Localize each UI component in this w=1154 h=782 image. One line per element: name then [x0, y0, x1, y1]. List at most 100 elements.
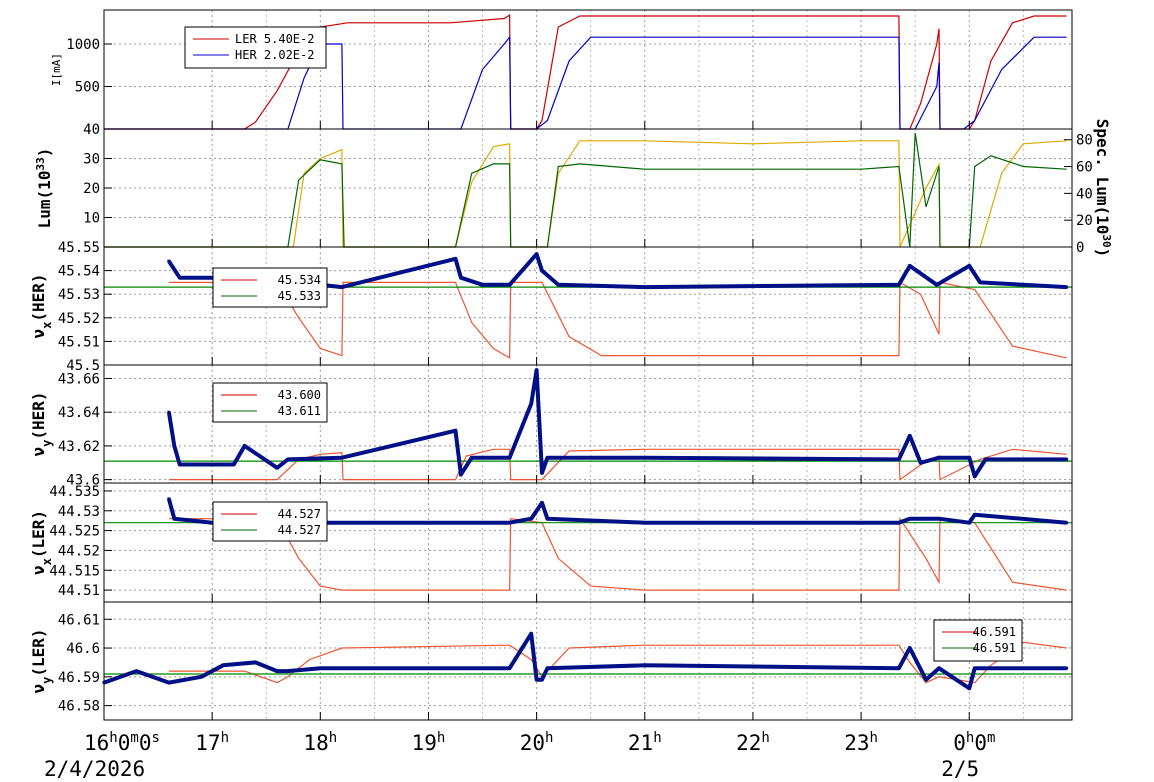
y-axis-label: νx(LER) — [29, 510, 54, 575]
point-nuy_ler-meas — [199, 675, 203, 679]
legend-box — [212, 501, 328, 542]
y-tick-label-right: 0 — [1076, 240, 1084, 256]
panel-frame — [103, 601, 1073, 721]
point-nuy_her-meas — [167, 410, 171, 414]
y-axis-label: νx(HER) — [29, 273, 54, 338]
point-nuy_her-meas — [919, 461, 923, 465]
x-tick-label: 20h — [520, 730, 554, 755]
point-nuy_ler-meas — [924, 678, 928, 682]
point-nuy_her-meas — [172, 444, 176, 448]
y-tick-label: 40 — [83, 122, 100, 138]
point-nux_her-meas — [508, 283, 512, 287]
point-nuy_ler-meas — [535, 678, 539, 682]
point-nux_her-meas — [978, 280, 982, 284]
point-nux_ler-meas — [508, 521, 512, 525]
legend-nuy_her: 43.600 43.611 — [212, 382, 328, 423]
point-nux_her-meas — [897, 283, 901, 287]
legend-label: 43.600 — [278, 388, 321, 402]
point-nuy_ler-meas — [983, 666, 987, 670]
point-nuy_her-meas — [340, 456, 344, 460]
legend-box — [212, 267, 328, 308]
point-nuy_ler-meas — [908, 646, 912, 650]
point-nuy_her-meas — [454, 429, 458, 433]
point-nuy_her-meas — [470, 456, 474, 460]
y-tick-label: 43.64 — [58, 405, 100, 421]
point-nuy_ler-meas — [167, 681, 171, 685]
point-nuy_her-meas — [459, 473, 463, 477]
point-nux_ler-meas — [937, 517, 941, 521]
legend-label: 45.533 — [278, 289, 321, 303]
point-nux_ler-meas — [172, 517, 176, 521]
point-nuy_ler-meas — [134, 669, 138, 673]
point-nuy_ler-meas — [967, 686, 971, 690]
legend-label: 44.527 — [278, 523, 321, 537]
y-axis-label-right: Spec. Lum(1030) — [1093, 119, 1114, 257]
point-nux_ler-meas — [967, 521, 971, 525]
y-tick-label: 44.53 — [58, 504, 100, 520]
y-tick-label: 45.51 — [58, 334, 100, 350]
legend-nux_her: 45.534 45.533 — [212, 267, 328, 308]
y-tick-label: 46.61 — [58, 612, 100, 628]
point-nuy_her-meas — [232, 462, 236, 466]
panel-nux_her: 45.5 45.51 45.52 45.53 45.54 45.55 νx(HER) 45.5… — [29, 240, 1073, 374]
point-nuy_her-meas — [286, 457, 290, 461]
point-nuy_ler-meas — [275, 669, 279, 673]
x-date-label: 2/5 — [941, 757, 979, 781]
y-tick-label: 10 — [83, 211, 100, 227]
y-tick-label: 46.6 — [66, 641, 100, 657]
point-nux_ler-meas — [908, 517, 912, 521]
point-nux_her-meas — [535, 252, 539, 256]
point-nux_ler-meas — [973, 513, 977, 517]
point-nuy_ler-meas — [545, 666, 549, 670]
point-nux_ler-meas — [529, 517, 533, 521]
point-nuy_her-meas — [908, 434, 912, 438]
point-nuy_her-meas — [540, 471, 544, 475]
legend-box — [184, 26, 327, 69]
point-nuy_her-meas — [529, 402, 533, 406]
point-nuy_ler-meas — [221, 663, 225, 667]
point-nuy_ler-meas — [508, 666, 512, 670]
y-tick-label: 44.515 — [49, 563, 100, 579]
point-nuy_her-meas — [243, 444, 247, 448]
y-tick-label: 46.58 — [58, 699, 100, 715]
y-tick-label: 43.62 — [58, 439, 100, 455]
legend-nuy_ler: 46.591 46.591 — [933, 619, 1023, 662]
x-tick-label: 19h — [412, 730, 446, 755]
y-tick-label: 500 — [75, 80, 100, 96]
point-nuy_ler-meas — [286, 669, 290, 673]
point-nux_her-meas — [454, 257, 458, 261]
legend-box — [933, 619, 1023, 662]
point-nuy_her-meas — [508, 456, 512, 460]
point-nux_her-meas — [967, 264, 971, 268]
x-date-label: 2/4/2026 — [44, 757, 145, 781]
point-nux_her-meas — [643, 285, 647, 289]
point-nux_ler-meas — [540, 501, 544, 505]
legend-nux_ler: 44.527 44.527 — [212, 501, 328, 542]
y-axis-label: νy(LER) — [29, 628, 54, 693]
point-nuy_ler-meas — [540, 678, 544, 682]
point-nuy_ler-meas — [937, 666, 941, 670]
point-nux_her-meas — [935, 283, 939, 287]
series-nuy_ler-meas — [103, 631, 1067, 691]
y-tick-label: 45.53 — [58, 287, 100, 303]
point-nux_her-meas — [481, 283, 485, 287]
y-axis-label: νy(HER) — [29, 391, 54, 456]
series-nuy_ler-setred — [168, 641, 1067, 684]
x-tick-label: 21h — [628, 730, 662, 755]
point-nuy_her-meas — [967, 456, 971, 460]
x-tick-label: 18h — [303, 730, 337, 755]
y-tick-label-right: 40 — [1076, 186, 1093, 202]
point-nux_her-meas — [167, 259, 171, 263]
y-tick-label: 43.6 — [66, 473, 100, 489]
point-nux_ler-meas — [210, 521, 214, 525]
point-nux_ler-meas — [643, 521, 647, 525]
y-tick-label: 45.54 — [58, 264, 100, 280]
point-nux_ler-meas — [1065, 521, 1069, 525]
y-tick-label: 30 — [83, 152, 100, 168]
legend-label: 45.534 — [278, 273, 321, 287]
point-nux_ler-meas — [897, 521, 901, 525]
point-nuy_her-meas — [545, 456, 549, 460]
point-nux_her-meas — [340, 285, 344, 289]
